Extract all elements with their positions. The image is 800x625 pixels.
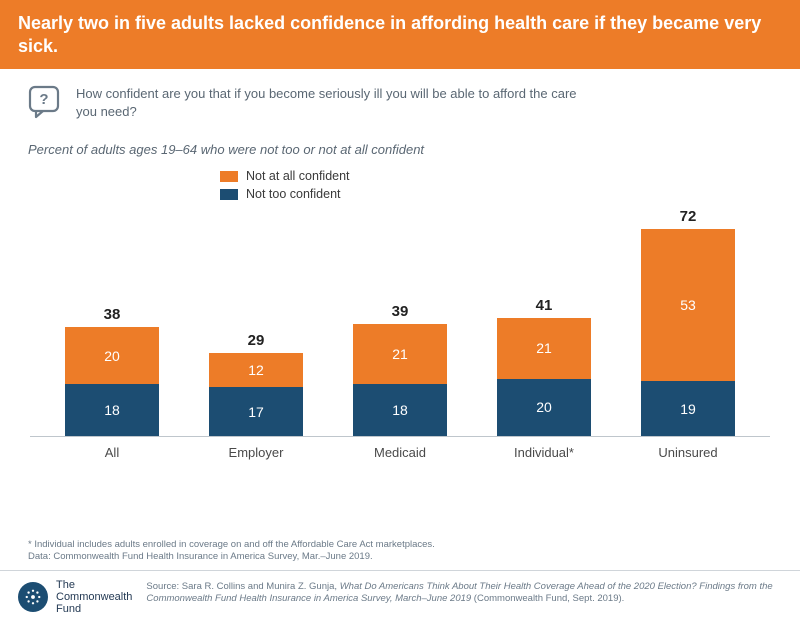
chart-legend: Not at all confident Not too confident <box>0 161 800 207</box>
legend-swatch <box>220 189 238 200</box>
bar-segment-not-too: 18 <box>65 384 159 436</box>
question-row: ? How confident are you that if you beco… <box>0 69 800 128</box>
footnotes: * Individual includes adults enrolled in… <box>0 525 800 570</box>
legend-item-not-too: Not too confident <box>220 187 800 201</box>
bar-total-label: 39 <box>392 303 409 320</box>
source-suffix: (Commonwealth Fund, Sept. 2019). <box>471 593 624 604</box>
bar-segment-not-too: 17 <box>209 387 303 436</box>
bar-segment-not-at-all: 53 <box>641 229 735 381</box>
header-band: Nearly two in five adults lacked confide… <box>0 0 800 69</box>
footer: The Commonwealth Fund Source: Sara R. Co… <box>0 570 800 625</box>
category-label: All <box>52 445 172 460</box>
stacked-bar: 1820 <box>65 327 159 436</box>
bar-total-label: 41 <box>536 297 553 314</box>
bar-column: 72 1953 <box>628 208 748 436</box>
bar-total-label: 72 <box>680 208 697 225</box>
source-prefix: Source: Sara R. Collins and Munira Z. Gu… <box>146 581 339 592</box>
infographic-container: Nearly two in five adults lacked confide… <box>0 0 800 625</box>
logo-line: The <box>56 579 132 591</box>
bars-row: 381820291712391821412021721953 <box>30 207 770 437</box>
bar-column: 41 2021 <box>484 297 604 436</box>
bar-segment-not-too: 19 <box>641 381 735 436</box>
source-citation: Source: Sara R. Collins and Munira Z. Gu… <box>146 579 782 606</box>
bar-segment-not-too: 20 <box>497 379 591 437</box>
legend-label: Not at all confident <box>246 169 350 183</box>
bar-column: 39 1821 <box>340 303 460 436</box>
category-label: Medicaid <box>340 445 460 460</box>
bar-segment-not-at-all: 12 <box>209 353 303 388</box>
legend-label: Not too confident <box>246 187 341 201</box>
footnote-data: Data: Commonwealth Fund Health Insurance… <box>28 551 772 563</box>
bar-segment-not-at-all: 21 <box>353 324 447 384</box>
stacked-bar: 2021 <box>497 318 591 436</box>
svg-text:?: ? <box>39 91 48 108</box>
logo: The Commonwealth Fund <box>18 579 132 615</box>
question-text: How confident are you that if you become… <box>76 85 596 120</box>
stacked-bar: 1821 <box>353 324 447 436</box>
stacked-bar: 1953 <box>641 229 735 436</box>
category-row: All Employer Medicaid Individual* Uninsured <box>30 437 770 460</box>
logo-mark-icon <box>18 582 48 612</box>
stacked-bar: 1712 <box>209 353 303 436</box>
legend-item-not-at-all: Not at all confident <box>220 169 800 183</box>
bar-column: 38 1820 <box>52 306 172 436</box>
chart-subtitle: Percent of adults ages 19–64 who were no… <box>0 128 800 161</box>
footnote-asterisk: * Individual includes adults enrolled in… <box>28 539 772 551</box>
logo-line: Commonwealth <box>56 591 132 603</box>
chart-area: 381820291712391821412021721953 AllEmploy… <box>0 207 800 525</box>
category-label: Employer <box>196 445 316 460</box>
question-icon: ? <box>28 85 62 119</box>
logo-text: The Commonwealth Fund <box>56 579 132 615</box>
category-label: Individual* <box>484 445 604 460</box>
bar-segment-not-at-all: 20 <box>65 327 159 385</box>
bar-total-label: 38 <box>104 306 121 323</box>
legend-swatch <box>220 171 238 182</box>
logo-line: Fund <box>56 603 132 615</box>
bar-segment-not-too: 18 <box>353 384 447 436</box>
bar-column: 29 1712 <box>196 332 316 436</box>
category-label: Uninsured <box>628 445 748 460</box>
bar-total-label: 29 <box>248 332 265 349</box>
bar-segment-not-at-all: 21 <box>497 318 591 378</box>
